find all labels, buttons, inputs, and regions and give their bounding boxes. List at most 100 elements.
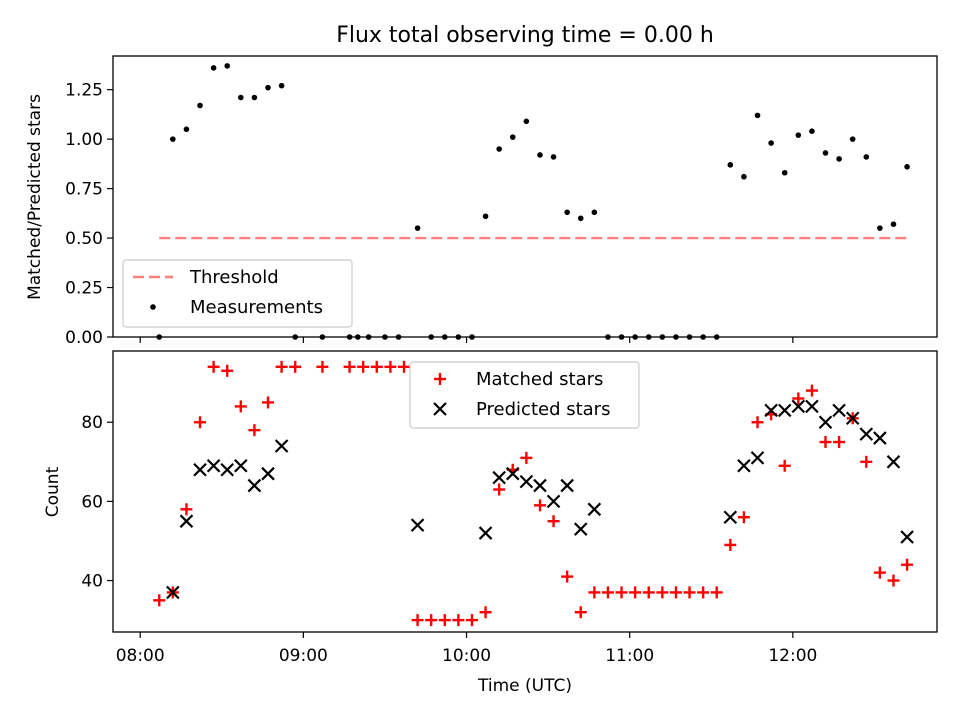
legend-predicted-label: Predicted stars [476, 399, 610, 420]
matched-star-point [901, 558, 914, 571]
matched-star-point [669, 586, 682, 599]
bottom-y-ticks: 40 60 80 [81, 413, 113, 592]
predicted-star-point [573, 522, 588, 536]
matched-star-point [629, 586, 642, 599]
predicted-star-point [805, 399, 819, 414]
top-y-tick-label: 1.00 [65, 130, 103, 150]
predicted-star-point [274, 439, 289, 453]
legend-matched-label: Matched stars [476, 369, 603, 390]
matched-star-point [819, 436, 832, 449]
bottom-y-tick-label: 40 [81, 572, 103, 592]
measurement-point [278, 82, 285, 89]
measurement-point [265, 84, 271, 91]
predicted-star-point [478, 526, 493, 540]
predicted-star-point [832, 403, 846, 418]
matched-star-point [683, 586, 696, 599]
predicted-star-point [777, 403, 792, 418]
matched-star-point [343, 360, 356, 373]
matched-star-point [697, 586, 710, 599]
matched-star-point [479, 606, 492, 619]
predicted-star-point [873, 431, 887, 445]
bottom-plot-frame [112, 350, 938, 633]
matched-star-point [411, 614, 424, 627]
legend-plus-marker [434, 373, 446, 385]
matched-star-point [805, 384, 818, 397]
measurement-point [591, 209, 598, 216]
predicted-stars-series [166, 399, 914, 600]
measurement-point [904, 164, 910, 170]
matched-star-point [370, 360, 383, 373]
measurement-point [836, 156, 842, 162]
matched-star-point [887, 574, 900, 587]
x-tick-label: 08:00 [116, 646, 165, 666]
matched-star-point [533, 499, 546, 512]
legend-matched-swatch [434, 373, 446, 385]
bottom-y-axis-label: Count [43, 466, 63, 517]
measurement-point [822, 150, 829, 156]
legend-measurements-label: Measurements [190, 297, 323, 318]
measurement-point [210, 65, 217, 71]
measurement-point [849, 136, 856, 142]
predicted-star-point [492, 470, 506, 485]
predicted-star-point [764, 403, 778, 418]
matched-star-point [465, 614, 478, 627]
measurement-point [238, 94, 244, 101]
measurement-point [251, 94, 258, 101]
predicted-star-point [750, 451, 765, 465]
predicted-star-point [220, 462, 234, 477]
matched-star-point [316, 360, 329, 373]
top-y-tick-label: 0.25 [65, 279, 103, 299]
matched-star-point [710, 586, 723, 599]
predicted-star-point [546, 494, 561, 509]
top-chart-title: Flux total observing time = 0.00 h [336, 23, 714, 48]
matched-star-point [833, 436, 846, 449]
predicted-star-point [723, 510, 738, 525]
legend-x-marker [433, 402, 447, 416]
matched-star-point [520, 451, 533, 464]
matched-star-point [438, 614, 451, 627]
measurement-point [197, 102, 203, 109]
measurement-point [795, 132, 802, 138]
predicted-star-point [533, 478, 547, 493]
measurement-point [781, 169, 788, 176]
predicted-star-point [505, 466, 520, 481]
matched-star-point [615, 586, 628, 599]
bottom-panel: Count Time (UTC) 40 60 80 08:00 09:00 10:00 1… [43, 350, 938, 696]
top-y-tick-label: 0.00 [65, 328, 103, 348]
top-y-ticks: 0.00 0.25 0.50 0.75 1.00 1.25 [65, 81, 113, 348]
matched-star-point [207, 360, 220, 373]
matched-star-point [397, 360, 410, 373]
measurement-point [496, 146, 502, 152]
matched-star-point [452, 614, 465, 627]
predicted-star-point [234, 458, 248, 473]
matched-star-point [656, 586, 669, 599]
matched-star-point [425, 614, 438, 627]
x-tick-label: 09:00 [279, 646, 328, 666]
measurement-point [170, 136, 176, 142]
measurement-point [509, 134, 516, 140]
matched-star-point [547, 515, 560, 528]
top-plot-frame [112, 55, 938, 338]
measurement-point [754, 112, 761, 119]
matched-star-point [384, 360, 397, 373]
matched-star-point [248, 424, 261, 437]
matched-star-point [873, 566, 886, 579]
matched-star-point [561, 570, 574, 583]
predicted-star-point [410, 518, 425, 532]
measurement-point [482, 213, 489, 220]
measurement-point [741, 173, 747, 180]
top-y-tick-label: 0.75 [65, 180, 103, 200]
matched-star-point [153, 594, 166, 607]
matched-star-point [737, 511, 750, 524]
measurement-point [224, 63, 231, 69]
matched-star-point [574, 606, 587, 619]
measurement-point [809, 128, 815, 134]
matched-star-point [601, 586, 614, 599]
x-tick-label: 12:00 [768, 646, 817, 666]
bottom-y-tick-label: 60 [81, 492, 103, 512]
matched-star-point [357, 360, 370, 373]
predicted-star-point [247, 478, 262, 493]
matched-star-point [724, 538, 737, 551]
matched-star-point [275, 360, 288, 373]
